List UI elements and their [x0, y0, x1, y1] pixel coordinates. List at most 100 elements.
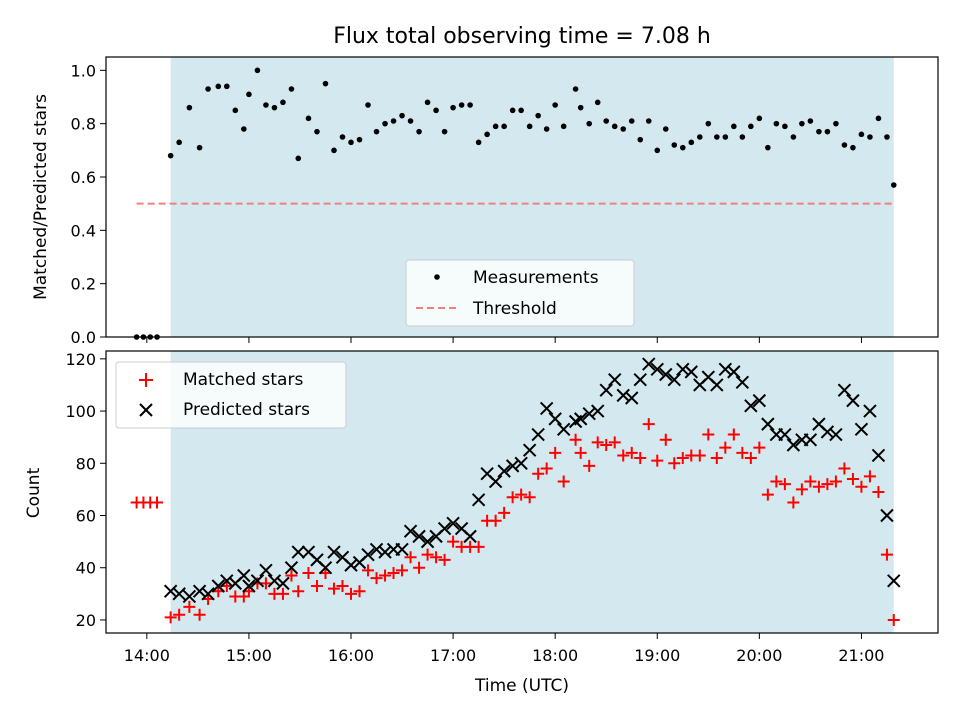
matched-star-point [173, 608, 186, 621]
measurement-point [509, 107, 516, 114]
measurement-point [543, 126, 550, 132]
measurement-point [246, 91, 252, 98]
measurement-point [807, 118, 814, 124]
measurement-point [890, 182, 897, 188]
top-y-axis-label: Matched/Predicted stars [31, 94, 51, 300]
matched-star-point [846, 472, 859, 485]
matched-star-point [702, 428, 715, 441]
predicted-star-point [497, 464, 511, 478]
predicted-star-point [237, 568, 251, 583]
measurement-point [833, 120, 839, 127]
predicted-star-point [522, 443, 537, 457]
matched-star-point [583, 459, 596, 472]
matched-star-point [387, 566, 400, 579]
matched-star-point [327, 582, 340, 595]
top-legend-box [405, 259, 635, 327]
predicted-star-point [667, 373, 681, 387]
top-y-tick-label: 0.4 [71, 221, 96, 240]
measurement-point [645, 118, 652, 124]
matched-star-point [472, 540, 485, 553]
predicted-star-point [684, 365, 698, 379]
matched-star-point [515, 488, 528, 501]
matched-star-point [353, 585, 366, 598]
matched-star-point [151, 496, 164, 509]
measurement-point [841, 142, 848, 148]
predicted-star-point [201, 587, 215, 601]
predicted-star-point [820, 425, 835, 439]
matched-star-point [727, 428, 740, 441]
predicted-star-point [863, 404, 877, 418]
measurement-point [739, 134, 746, 140]
measurement-point [263, 102, 269, 108]
measurement-point [611, 123, 618, 130]
predicted-star-point [211, 579, 226, 593]
matched-star-point [413, 561, 426, 574]
measurement-point [858, 131, 865, 138]
measurement-point [407, 118, 414, 124]
measurement-point [224, 83, 230, 90]
measurement-point [458, 102, 465, 108]
measurement-point [205, 86, 211, 92]
matched-star-point [259, 577, 272, 590]
measurement-point [232, 107, 239, 114]
predicted-star-point [318, 561, 333, 575]
x-tick-label: 18:00 [532, 646, 578, 665]
legend-predicted-marker [139, 403, 153, 417]
measurement-point [356, 136, 363, 143]
predicted-star-point [463, 529, 477, 544]
predicted-star-point [361, 547, 375, 562]
matched-star-point [302, 566, 315, 579]
predicted-star-point [327, 545, 341, 559]
matched-star-point [676, 452, 689, 465]
measurement-point [280, 99, 286, 106]
predicted-star-point [854, 422, 869, 437]
measurement-point [722, 134, 729, 140]
measurement-point [731, 123, 737, 130]
matched-star-point [447, 535, 460, 548]
top-y-tick-label: 0.2 [71, 275, 96, 294]
predicted-star-point [871, 448, 886, 463]
matched-star-point [379, 569, 392, 582]
matched-star-point [370, 572, 383, 585]
top-y-ticks: 0.0 0.2 0.4 0.6 0.8 1.0 [71, 61, 106, 347]
matched-star-point [193, 608, 206, 621]
x-tick-label: 14:00 [124, 646, 170, 665]
measurement-point [572, 86, 579, 92]
predicted-star-point [786, 438, 801, 452]
measurement-point [382, 120, 388, 127]
predicted-star-point [599, 383, 613, 397]
measurement-point [295, 155, 302, 162]
predicted-star-point [437, 521, 452, 536]
bottom-y-tick-label: 100 [65, 402, 96, 421]
predicted-star-point [625, 391, 639, 405]
predicted-star-point [718, 362, 733, 376]
matched-star-point [600, 439, 613, 451]
predicted-star-point [420, 534, 435, 549]
legend-measurements-marker [434, 274, 440, 280]
measurement-point [875, 115, 882, 122]
matched-star-point [292, 585, 305, 598]
matched-star-point [404, 551, 417, 564]
top-panel-frame [105, 56, 939, 338]
bottom-y-tick-label: 80 [76, 454, 96, 473]
measurement-point [790, 134, 797, 140]
x-tick-label: 19:00 [634, 646, 680, 665]
matched-star-point [506, 491, 519, 504]
predicted-star-point [172, 587, 186, 601]
measurement-point [196, 144, 203, 151]
matched-star-point [489, 514, 502, 527]
matched-star-point [336, 580, 349, 592]
matched-star-point [812, 480, 825, 493]
measurement-point [765, 144, 771, 151]
top-x-ticks [146, 337, 862, 343]
matched-star-point [285, 569, 298, 582]
matched-star-point [795, 483, 808, 496]
chart-title: Flux total observing time = 7.08 h [333, 24, 711, 49]
measurement-point [799, 120, 805, 127]
matched-star-point [872, 486, 885, 498]
matched-star-point [164, 611, 177, 624]
measurement-point [654, 147, 661, 154]
predicted-star-point [887, 574, 901, 588]
predicted-star-point [548, 412, 562, 426]
matched-star-point [591, 436, 604, 449]
